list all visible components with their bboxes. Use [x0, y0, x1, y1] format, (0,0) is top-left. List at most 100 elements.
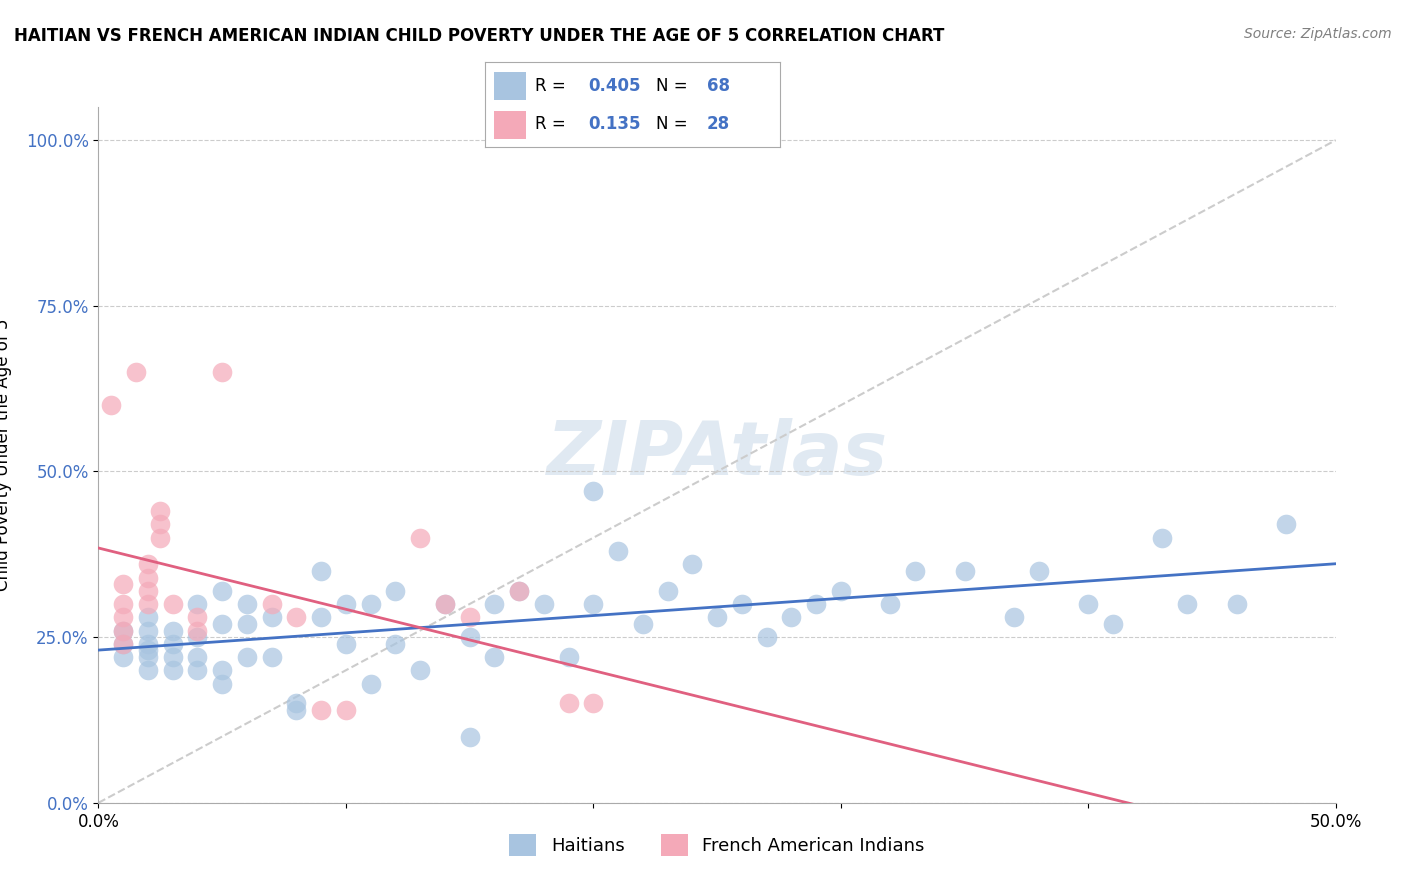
Point — [149, 517, 172, 532]
Point — [260, 650, 283, 665]
Point — [731, 597, 754, 611]
Point — [260, 610, 283, 624]
Point — [433, 597, 456, 611]
Y-axis label: Child Poverty Under the Age of 5: Child Poverty Under the Age of 5 — [0, 318, 11, 591]
Point — [124, 365, 146, 379]
Bar — [494, 71, 526, 100]
Point — [162, 624, 184, 638]
Point — [582, 484, 605, 499]
Point — [236, 616, 259, 631]
Point — [953, 564, 976, 578]
Point — [1152, 531, 1174, 545]
Point — [186, 663, 208, 677]
Point — [309, 610, 332, 624]
Point — [211, 616, 233, 631]
Point — [360, 676, 382, 690]
Point — [186, 610, 208, 624]
Point — [607, 544, 630, 558]
Point — [162, 650, 184, 665]
Point — [804, 597, 827, 611]
Point — [582, 597, 605, 611]
Point — [162, 637, 184, 651]
Point — [433, 597, 456, 611]
Point — [681, 558, 703, 572]
Point — [136, 583, 159, 598]
Point — [136, 570, 159, 584]
Point — [112, 637, 135, 651]
Point — [557, 650, 579, 665]
Point — [335, 637, 357, 651]
Point — [508, 583, 530, 598]
Point — [309, 564, 332, 578]
Point — [112, 577, 135, 591]
Point — [136, 643, 159, 657]
Point — [162, 663, 184, 677]
Text: 68: 68 — [706, 77, 730, 95]
Text: ZIPAtlas: ZIPAtlas — [547, 418, 887, 491]
Point — [1275, 517, 1298, 532]
Point — [335, 703, 357, 717]
Text: R =: R = — [536, 77, 571, 95]
Point — [384, 637, 406, 651]
Point — [657, 583, 679, 598]
Text: N =: N = — [657, 115, 693, 133]
Point — [211, 676, 233, 690]
Point — [112, 624, 135, 638]
Point — [285, 610, 308, 624]
Text: N =: N = — [657, 77, 693, 95]
Text: HAITIAN VS FRENCH AMERICAN INDIAN CHILD POVERTY UNDER THE AGE OF 5 CORRELATION C: HAITIAN VS FRENCH AMERICAN INDIAN CHILD … — [14, 27, 945, 45]
Point — [149, 531, 172, 545]
Point — [458, 730, 481, 744]
Point — [186, 650, 208, 665]
Point — [780, 610, 803, 624]
Point — [112, 597, 135, 611]
Text: 0.135: 0.135 — [588, 115, 641, 133]
Point — [186, 630, 208, 644]
Point — [1226, 597, 1249, 611]
Point — [384, 583, 406, 598]
Point — [706, 610, 728, 624]
Point — [260, 597, 283, 611]
Point — [285, 703, 308, 717]
Point — [236, 650, 259, 665]
Point — [533, 597, 555, 611]
Point — [136, 624, 159, 638]
Point — [100, 398, 122, 412]
Point — [211, 583, 233, 598]
Point — [186, 624, 208, 638]
Point — [458, 630, 481, 644]
Point — [309, 703, 332, 717]
Point — [285, 697, 308, 711]
Point — [112, 624, 135, 638]
Point — [508, 583, 530, 598]
Point — [136, 610, 159, 624]
Text: R =: R = — [536, 115, 571, 133]
Point — [136, 597, 159, 611]
Point — [136, 558, 159, 572]
Point — [1002, 610, 1025, 624]
Text: Source: ZipAtlas.com: Source: ZipAtlas.com — [1244, 27, 1392, 41]
Point — [557, 697, 579, 711]
Point — [484, 650, 506, 665]
Point — [136, 637, 159, 651]
Point — [211, 365, 233, 379]
Point — [112, 610, 135, 624]
Point — [112, 637, 135, 651]
Point — [631, 616, 654, 631]
Point — [904, 564, 927, 578]
Point — [409, 531, 432, 545]
Bar — [494, 111, 526, 139]
Point — [582, 697, 605, 711]
Point — [149, 504, 172, 518]
Point — [1102, 616, 1125, 631]
Point — [755, 630, 778, 644]
Point — [830, 583, 852, 598]
Point — [211, 663, 233, 677]
Point — [162, 597, 184, 611]
Point — [1175, 597, 1198, 611]
Point — [136, 650, 159, 665]
Point — [1077, 597, 1099, 611]
Point — [335, 597, 357, 611]
Point — [484, 597, 506, 611]
Point — [136, 663, 159, 677]
